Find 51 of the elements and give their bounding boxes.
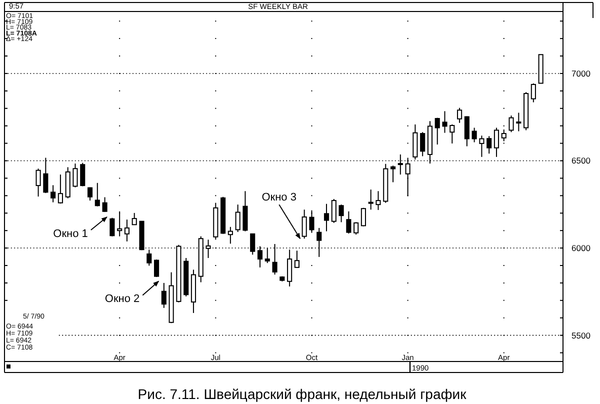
candlestick <box>50 184 56 203</box>
candlestick <box>368 189 374 210</box>
candlestick <box>501 129 506 142</box>
candlestick <box>486 136 492 154</box>
candlestick <box>94 182 100 207</box>
candlestick <box>36 168 41 198</box>
annotation: Окно 3 <box>262 192 296 204</box>
candlestick <box>338 204 344 223</box>
candlestick <box>508 115 514 133</box>
candlestick <box>450 124 455 144</box>
candlestick <box>376 190 381 210</box>
y-tick-label: 5500 <box>572 330 591 340</box>
candlestick <box>110 217 115 237</box>
candlestick <box>161 282 166 308</box>
candlestick <box>472 127 477 143</box>
text: Рис. 7.11. Швейцарский франк, недельный график <box>138 386 468 402</box>
candlestick <box>87 186 93 202</box>
candlestick <box>464 116 470 147</box>
candlestick <box>309 210 314 234</box>
annotation: Окно 2 <box>104 293 140 306</box>
candlestick <box>228 226 233 244</box>
candlestick <box>479 135 484 158</box>
candlestick <box>132 212 137 226</box>
candlestick <box>516 112 522 132</box>
candlestick <box>405 157 410 197</box>
candlestick <box>324 203 330 232</box>
y-tick-label: 6500 <box>572 156 591 166</box>
candlestick <box>434 117 440 146</box>
candlestick <box>242 190 248 232</box>
candlestick <box>530 82 536 103</box>
candlestick <box>58 174 63 204</box>
candlestick <box>102 196 108 212</box>
candlestick <box>331 198 336 224</box>
candlestick <box>117 210 122 237</box>
candlestick <box>72 163 78 188</box>
candlestick <box>354 222 359 236</box>
candlestick <box>80 162 86 187</box>
candlestick <box>302 209 307 240</box>
y-tick-label: 7000 <box>572 68 591 78</box>
candlestick <box>235 204 240 232</box>
annotation: Окно 1 <box>53 228 88 240</box>
candlestick <box>457 107 462 124</box>
y-tick-label: 6000 <box>572 243 591 254</box>
candlestick <box>294 250 300 268</box>
candlestick <box>390 165 396 183</box>
candlestick <box>442 110 448 134</box>
candlestick <box>494 127 500 158</box>
candlestick <box>154 259 160 278</box>
candlestick <box>420 132 426 157</box>
candlestick <box>346 210 352 234</box>
candlestick <box>124 219 130 242</box>
